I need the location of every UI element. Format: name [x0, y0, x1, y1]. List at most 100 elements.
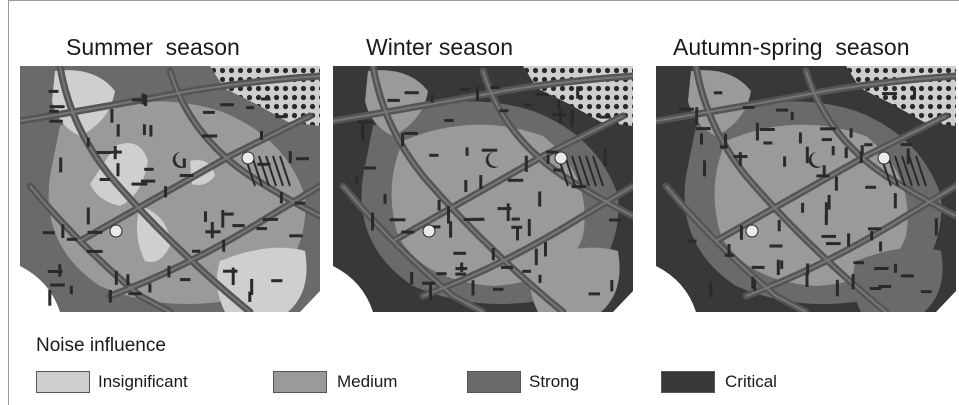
road-centerline: [29, 185, 171, 312]
building: [110, 109, 114, 123]
building: [429, 284, 432, 301]
building: [224, 212, 234, 216]
building: [844, 147, 848, 159]
building: [142, 124, 146, 136]
building: [934, 218, 938, 236]
building: [275, 115, 288, 119]
building: [210, 222, 214, 239]
building: [742, 105, 755, 109]
building: [544, 242, 547, 257]
building: [248, 291, 252, 302]
legend-swatch-insignificant: [36, 371, 90, 393]
building: [271, 279, 283, 283]
building: [257, 162, 271, 166]
building: [678, 107, 694, 111]
building-row: [258, 155, 270, 187]
building: [853, 261, 864, 265]
frame-top-line: [8, 0, 959, 1]
building: [864, 143, 873, 147]
building: [429, 153, 439, 157]
building: [805, 146, 809, 164]
building: [167, 265, 171, 278]
building: [66, 237, 78, 241]
building: [511, 217, 520, 221]
building: [69, 285, 73, 295]
building: [724, 133, 728, 149]
building: [296, 157, 309, 161]
road-centerline: [745, 185, 956, 297]
building-row: [894, 155, 906, 187]
building: [479, 175, 483, 189]
map-edge-white: [333, 266, 373, 312]
zone-southeast: [852, 247, 943, 312]
building: [878, 285, 892, 288]
building: [822, 165, 826, 176]
circular-structure: [422, 224, 436, 238]
building: [831, 146, 835, 156]
building: [401, 230, 415, 234]
building: [49, 109, 59, 113]
building: [570, 110, 574, 127]
building: [232, 224, 245, 228]
building: [389, 218, 406, 222]
building: [755, 122, 759, 141]
building: [801, 202, 805, 213]
building: [713, 91, 723, 95]
building: [144, 94, 148, 106]
building: [476, 86, 479, 101]
building: [835, 279, 839, 297]
building: [182, 158, 186, 168]
building: [868, 227, 882, 231]
building: [410, 272, 414, 285]
building: [455, 272, 467, 276]
map-edge-white: [613, 291, 633, 312]
building: [47, 270, 63, 273]
circular-structure: [241, 151, 255, 165]
building: [447, 205, 450, 224]
building: [149, 125, 153, 137]
building: [546, 150, 559, 154]
building: [449, 221, 453, 238]
building: [869, 287, 882, 290]
building: [900, 143, 912, 147]
building: [141, 93, 145, 105]
building: [738, 152, 742, 166]
building-crescent: [485, 152, 499, 168]
road-centerline: [665, 185, 807, 312]
building: [140, 179, 156, 183]
building: [783, 156, 787, 167]
building-crescent: [808, 152, 822, 168]
building: [61, 224, 65, 238]
building-row: [901, 155, 913, 187]
building: [201, 134, 218, 138]
legend-title: Noise influence: [36, 335, 166, 356]
building: [516, 227, 519, 241]
building: [481, 148, 498, 152]
building: [859, 151, 863, 164]
building: [221, 210, 225, 228]
building: [511, 225, 523, 229]
building: [727, 243, 731, 257]
building: [522, 269, 531, 273]
building-row: [571, 155, 583, 187]
building: [824, 214, 828, 225]
building: [806, 263, 810, 275]
road-centerline: [59, 66, 251, 312]
building: [523, 103, 532, 107]
building: [900, 274, 914, 278]
road-centerline: [109, 185, 320, 297]
building: [49, 105, 65, 109]
building: [821, 138, 832, 142]
building: [893, 193, 897, 209]
building: [870, 230, 874, 241]
building: [355, 175, 359, 185]
legend-swatch-critical: [661, 371, 715, 393]
building: [695, 127, 711, 131]
building: [688, 239, 697, 243]
building: [463, 218, 480, 221]
building: [763, 141, 773, 145]
building-row: [279, 155, 291, 187]
road-centerline: [482, 70, 633, 217]
building: [599, 115, 611, 119]
building: [777, 219, 781, 232]
